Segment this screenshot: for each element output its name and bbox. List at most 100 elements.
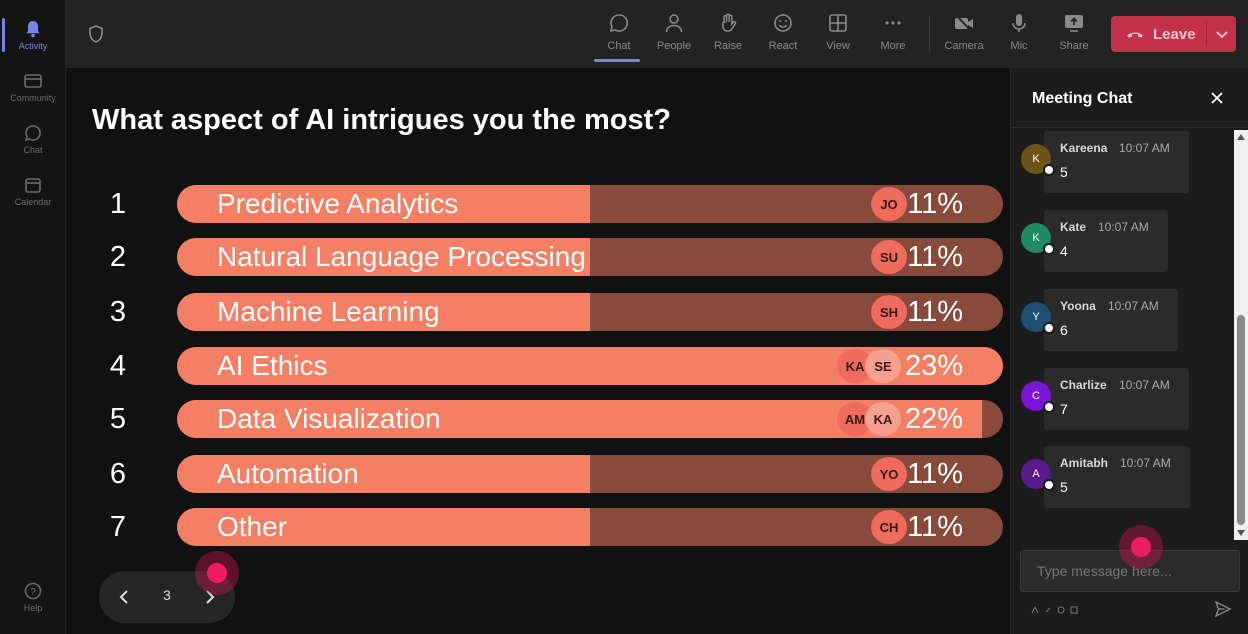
rail-item-chat[interactable]: Chat: [0, 114, 66, 164]
mic-button[interactable]: Mic: [992, 10, 1046, 60]
option-bar: Natural Language Processing SU 11%: [177, 238, 1003, 276]
more-button[interactable]: More: [866, 10, 920, 60]
raise-hand-icon: [722, 13, 737, 32]
option-label: Other: [217, 511, 288, 542]
calendar-icon: [25, 178, 41, 193]
bell-icon: [26, 21, 40, 38]
poll-option[interactable]: 2 Natural Language Processing SU 11%: [66, 238, 1010, 276]
option-bar: Machine Learning SH 11%: [177, 293, 1003, 331]
chat-button[interactable]: Chat: [592, 10, 646, 62]
message-bubble: Yoona 10:07 AM 6: [1044, 289, 1178, 351]
voter-avatar: SH: [871, 295, 907, 329]
message-time: 10:07 AM: [1119, 378, 1170, 392]
chevron-down-icon[interactable]: [1213, 25, 1231, 43]
poll-stage: What aspect of AI intrigues you the most…: [66, 68, 1010, 634]
message-bubble: Kareena 10:07 AM 5: [1044, 131, 1189, 193]
message-time: 10:07 AM: [1119, 141, 1170, 155]
format-icon[interactable]: [1031, 601, 1039, 614]
chat-message[interactable]: Kareena 10:07 AM 5 K: [1011, 131, 1231, 193]
rail-item-label: Calendar: [14, 197, 52, 207]
rail-item-help[interactable]: ? Help: [0, 572, 66, 622]
raise-hand-button[interactable]: Raise: [701, 10, 755, 60]
option-number: 7: [109, 511, 127, 543]
cursor-indicator: [195, 551, 239, 595]
voter-avatar: YO: [871, 457, 907, 491]
message-text: 7: [1060, 401, 1068, 417]
rail-item-calendar[interactable]: Calendar: [0, 166, 66, 216]
option-number: 2: [109, 241, 127, 273]
raise-button-label: Raise: [713, 40, 743, 52]
rail-item-activity[interactable]: Activity: [0, 10, 66, 60]
poll-option[interactable]: 3 Machine Learning SH 11%: [66, 293, 1010, 331]
message-text: 5: [1060, 479, 1068, 495]
scrollbar-thumb[interactable]: [1237, 315, 1245, 525]
message-time: 10:07 AM: [1098, 220, 1149, 234]
leave-divider: [1206, 22, 1207, 46]
option-percentage: 11%: [907, 458, 963, 490]
option-percentage: 11%: [907, 511, 963, 543]
option-bar: Other CH 11%: [177, 508, 1003, 546]
emoji-icon[interactable]: [1057, 601, 1065, 614]
poll-option[interactable]: 6 Automation YO 11%: [66, 455, 1010, 493]
close-icon[interactable]: [1209, 90, 1225, 106]
people-button[interactable]: People: [647, 10, 701, 60]
poll-option[interactable]: 7 Other CH 11%: [66, 508, 1010, 546]
voter-avatar: SU: [871, 240, 907, 274]
shield-icon[interactable]: [86, 24, 106, 44]
option-percentage: 11%: [907, 241, 963, 273]
option-bar: Automation YO 11%: [177, 455, 1003, 493]
send-icon[interactable]: [1213, 599, 1233, 619]
view-button[interactable]: View: [811, 10, 865, 60]
message-text: 4: [1060, 243, 1068, 259]
option-bar: Data Visualization AM KA 22%: [177, 400, 1003, 438]
chat-header: Meeting Chat: [1011, 68, 1248, 128]
rail-item-label: Help: [23, 603, 43, 613]
voter-avatar: SE: [865, 349, 901, 383]
presence-status-icon: [1043, 243, 1055, 255]
chat-message[interactable]: Kate 10:07 AM 4 K: [1011, 210, 1231, 272]
scroll-down-arrow-icon[interactable]: [1237, 530, 1245, 536]
chat-message[interactable]: Amitabh 10:07 AM 5 A: [1011, 446, 1231, 508]
rail-item-label: Community: [10, 93, 56, 103]
option-label: AI Ethics: [217, 350, 328, 381]
message-bubble: Kate 10:07 AM 4: [1044, 210, 1168, 272]
poll-option[interactable]: 4 AI Ethics KA SE 23%: [66, 347, 1010, 385]
presence-status-icon: [1043, 479, 1055, 491]
camera-off-icon: [955, 14, 973, 33]
attach-icon[interactable]: [1044, 601, 1052, 613]
hang-up-icon: [1127, 32, 1143, 38]
rail-item-label: Chat: [23, 145, 43, 155]
poll-option[interactable]: 1 Predictive Analytics JO 11%: [66, 185, 1010, 223]
gif-icon[interactable]: [1070, 601, 1078, 614]
camera-button[interactable]: Camera: [937, 10, 991, 60]
poll-option[interactable]: 5 Data Visualization AM KA 22%: [66, 400, 1010, 438]
chat-message-input[interactable]: [1020, 550, 1240, 592]
chat-message[interactable]: Yoona 10:07 AM 6 Y: [1011, 289, 1231, 351]
share-button-label: Share: [1059, 40, 1089, 52]
poll-question: What aspect of AI intrigues you the most…: [92, 104, 671, 136]
option-bar: Predictive Analytics JO 11%: [177, 185, 1003, 223]
message-bubble: Charlize 10:07 AM 7: [1044, 368, 1189, 430]
option-number: 3: [109, 296, 127, 328]
chat-icon: [24, 125, 41, 142]
chat-button-label: Chat: [607, 40, 631, 52]
chat-scrollbar[interactable]: [1234, 130, 1248, 540]
avatar[interactable]: A: [1021, 459, 1051, 489]
rail-item-community[interactable]: Community: [0, 62, 66, 112]
voter-avatar: CH: [871, 510, 907, 544]
chevron-right-icon[interactable]: [199, 587, 219, 607]
message-sender: Kareena: [1060, 141, 1108, 155]
chat-message[interactable]: Charlize 10:07 AM 7 C: [1011, 368, 1231, 430]
scroll-up-arrow-icon[interactable]: [1237, 134, 1245, 140]
share-button[interactable]: Share: [1047, 10, 1101, 60]
presence-status-icon: [1043, 401, 1055, 413]
camera-button-label: Camera: [944, 40, 984, 52]
react-button[interactable]: React: [756, 10, 810, 60]
react-button-label: React: [768, 40, 798, 52]
message-sender: Kate: [1060, 220, 1087, 234]
more-button-label: More: [880, 40, 906, 52]
chevron-left-icon[interactable]: [115, 587, 135, 607]
share-screen-icon: [1065, 15, 1083, 32]
leave-button[interactable]: Leave: [1111, 16, 1236, 52]
